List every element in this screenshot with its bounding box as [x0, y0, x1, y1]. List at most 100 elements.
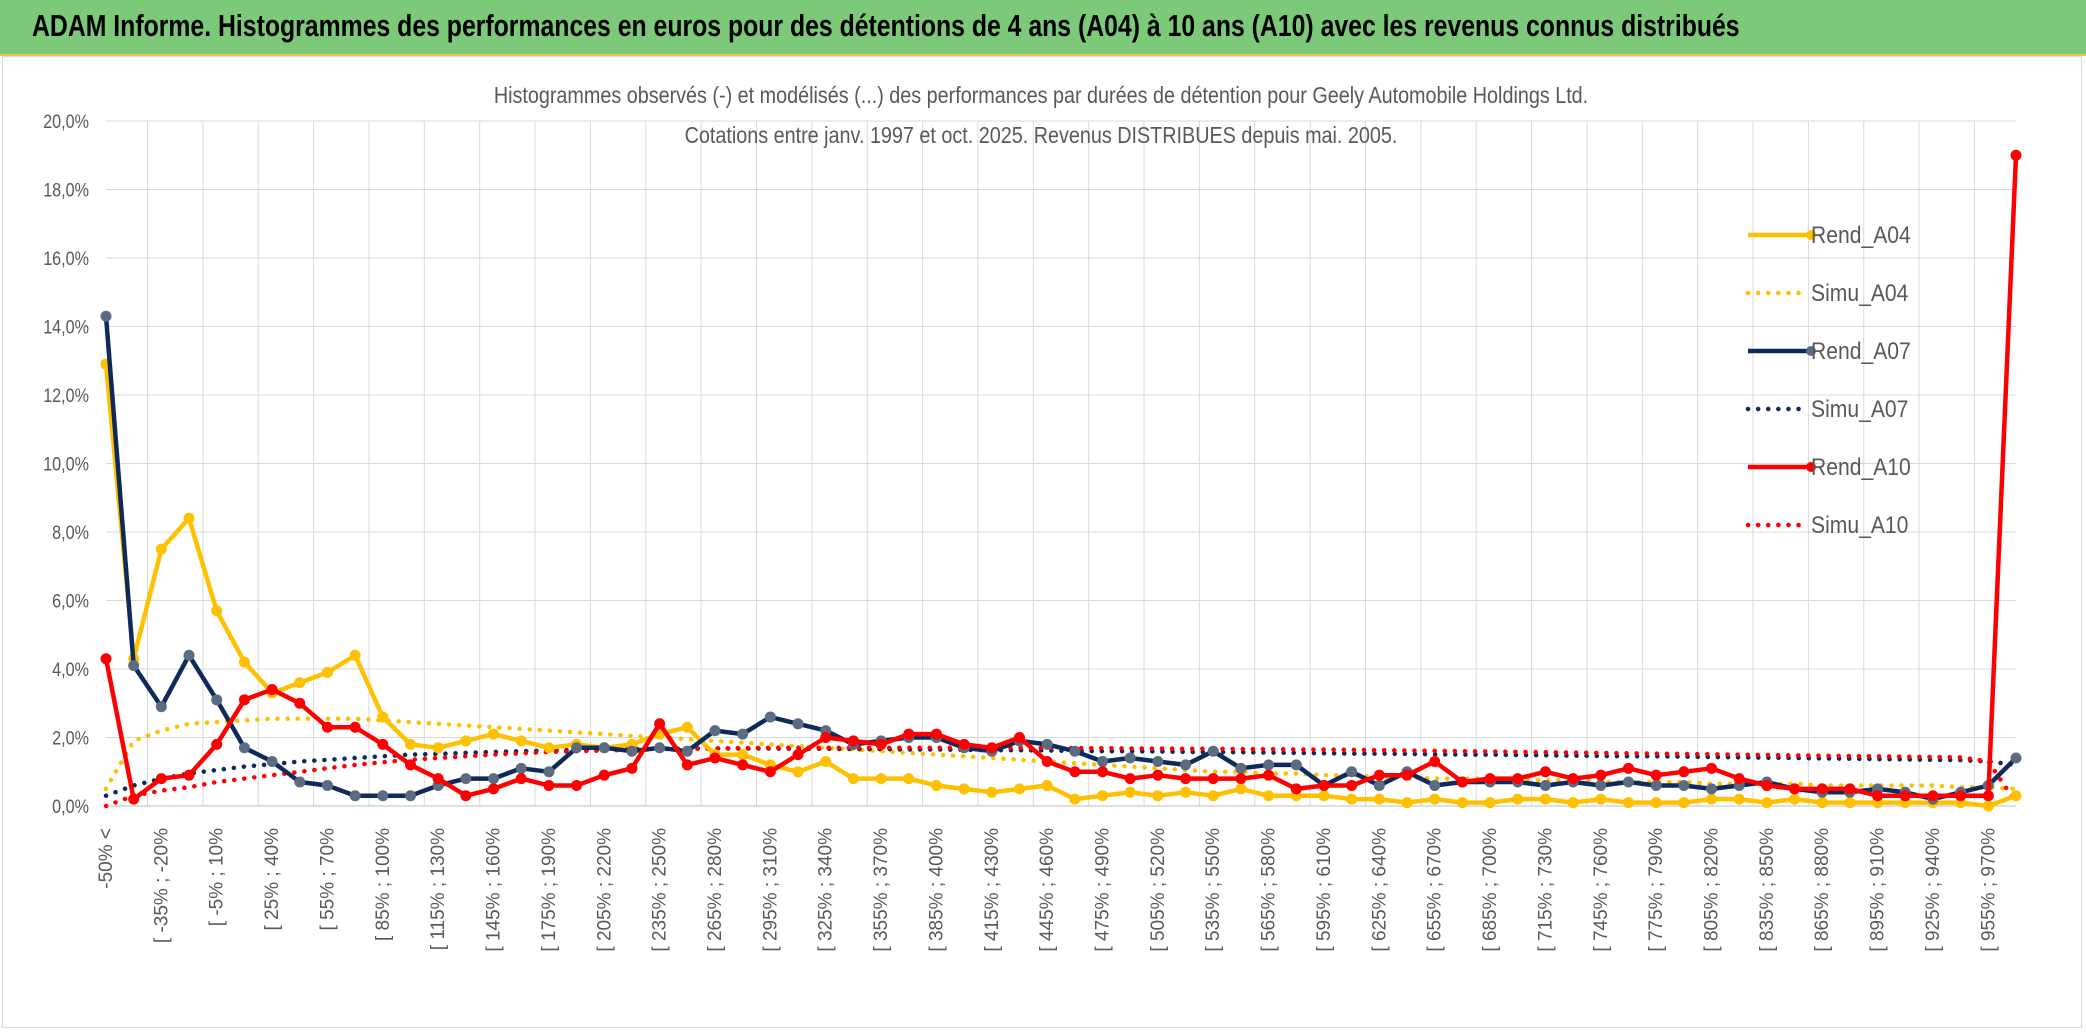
data-point — [488, 783, 500, 795]
data-point — [1152, 790, 1164, 802]
grid-layer — [106, 120, 2016, 807]
data-point — [1097, 790, 1109, 802]
legend-marker — [1806, 462, 1816, 472]
data-point — [1290, 783, 1302, 795]
data-point — [1401, 769, 1413, 781]
x-tick-label: [ 625% ; 640% — [1369, 828, 1390, 952]
data-point — [1595, 769, 1607, 781]
data-point — [1539, 766, 1551, 778]
data-point — [1789, 783, 1801, 795]
data-point — [737, 728, 749, 740]
data-point — [1872, 790, 1884, 802]
x-axis: -50% < [ -35% ; -20% [ -5% ; 10% [ 25% ; 40… — [96, 828, 1999, 952]
data-point — [183, 769, 195, 781]
x-tick-label: [ 415% ; 430% — [982, 828, 1003, 952]
data-point — [1069, 766, 1081, 778]
data-point — [820, 732, 832, 743]
data-point — [1706, 793, 1718, 805]
data-point — [128, 660, 140, 672]
y-tick-label: 12,0% — [43, 385, 89, 407]
data-point — [1982, 800, 1994, 812]
legend-label: Rend_A04 — [1811, 222, 1911, 249]
x-tick-label: [ 955% ; 970% — [1978, 828, 1999, 952]
data-point — [1041, 738, 1053, 750]
data-point — [958, 738, 970, 750]
data-point — [321, 721, 333, 733]
data-point — [958, 783, 970, 795]
data-point — [1595, 793, 1607, 805]
legend-item-simu-a10: Simu_A10 — [1745, 512, 1908, 538]
data-point — [238, 742, 250, 754]
data-point — [1844, 797, 1856, 809]
data-point — [1650, 797, 1662, 809]
data-point — [404, 738, 416, 750]
y-tick-label: 18,0% — [43, 179, 89, 201]
data-point — [1401, 797, 1413, 809]
data-point — [1263, 769, 1275, 781]
x-tick-label: [ 175% ; 190% — [539, 828, 560, 952]
data-point — [1318, 779, 1330, 791]
data-point — [1622, 776, 1634, 788]
series-rend-a07 — [100, 310, 2022, 805]
data-point — [1706, 783, 1718, 795]
legend-label: Rend_A10 — [1811, 454, 1911, 481]
data-point — [488, 728, 500, 740]
data-point — [875, 773, 887, 785]
data-point — [1124, 773, 1136, 785]
x-tick-label: [ 295% ; 310% — [760, 828, 781, 952]
legend-marker — [1806, 346, 1816, 356]
data-point — [349, 649, 361, 661]
data-point — [1041, 779, 1053, 791]
data-point — [654, 718, 666, 730]
data-point — [128, 793, 140, 805]
y-tick-label: 16,0% — [43, 248, 89, 270]
data-point — [986, 742, 998, 754]
data-point — [1041, 755, 1053, 767]
data-point — [1235, 773, 1247, 785]
data-point — [1152, 769, 1164, 781]
data-point — [1207, 745, 1219, 757]
data-point — [404, 790, 416, 802]
data-point — [1844, 783, 1856, 795]
x-tick-label: [ 475% ; 490% — [1093, 828, 1114, 952]
legend-item-rend-a07: Rend_A07 — [1748, 338, 1911, 364]
data-point — [1346, 793, 1358, 805]
data-point — [1373, 779, 1385, 791]
x-tick-label: [ 205% ; 220% — [594, 828, 615, 952]
chart-frame: Histogrammes observés (-) et modélisés (… — [2, 56, 2082, 1028]
series-line-simu_a07 — [103, 746, 2019, 798]
y-tick-label: 14,0% — [43, 316, 89, 338]
data-point — [100, 310, 112, 322]
x-tick-label: [ 655% ; 670% — [1425, 828, 1446, 952]
y-tick-label: 20,0% — [43, 111, 89, 133]
data-point — [1733, 793, 1745, 805]
data-point — [875, 738, 887, 750]
data-point — [598, 742, 610, 754]
data-point — [847, 735, 859, 747]
data-point — [737, 749, 749, 761]
data-point — [1982, 790, 1994, 802]
x-tick-label: [ 745% ; 760% — [1591, 828, 1612, 952]
data-point — [2010, 790, 2022, 802]
data-point — [294, 697, 306, 709]
x-tick-label: [ 85% ; 100% — [373, 828, 394, 941]
data-point — [1512, 773, 1524, 785]
x-tick-label: -50% < — [96, 828, 117, 889]
data-point — [626, 762, 638, 774]
legend-item-simu-a04: Simu_A04 — [1745, 280, 1908, 306]
data-point — [321, 666, 333, 678]
data-point — [1650, 779, 1662, 791]
x-tick-label: [ -35% ; -20% — [151, 828, 172, 943]
data-point — [460, 773, 472, 785]
x-tick-label: [ 595% ; 610% — [1314, 828, 1335, 952]
data-point — [986, 786, 998, 798]
legend: Rend_A04 Simu_A04 Rend_A07 Simu_A07 Rend_A10… — [1745, 222, 1911, 538]
data-point — [847, 773, 859, 785]
data-point — [1761, 797, 1773, 809]
x-tick-label: [ 865% ; 880% — [1812, 828, 1833, 952]
x-tick-label: [ 535% ; 550% — [1203, 828, 1224, 952]
data-point — [183, 512, 195, 524]
data-point — [266, 755, 278, 767]
data-point — [294, 677, 306, 689]
data-point — [1346, 766, 1358, 778]
